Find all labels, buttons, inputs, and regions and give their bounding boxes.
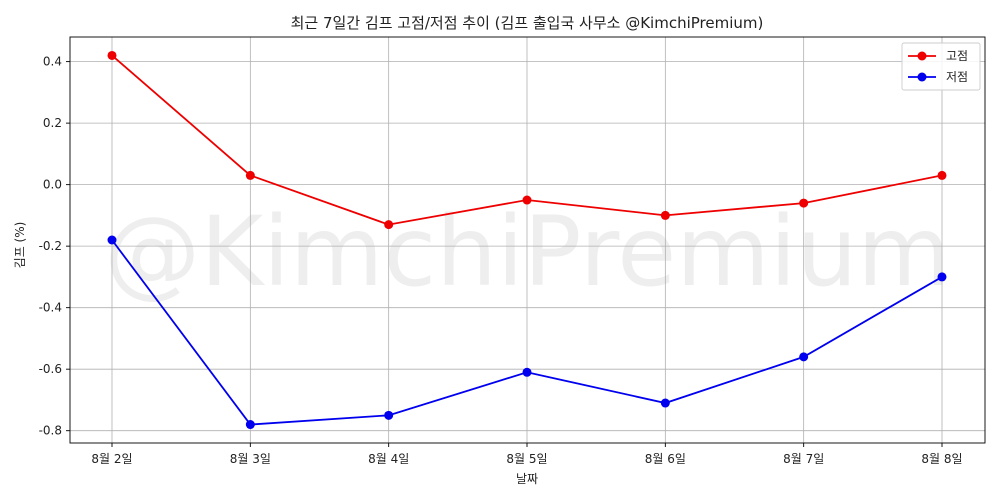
data-point <box>107 50 117 60</box>
x-tick-label: 8월 4일 <box>368 452 409 466</box>
data-point <box>937 170 947 180</box>
y-tick-label: -0.4 <box>39 301 62 315</box>
x-tick-label: 8월 7일 <box>783 452 824 466</box>
x-axis-label: 날짜 <box>516 472 538 486</box>
y-tick-label: 0.4 <box>43 55 62 69</box>
x-tick-label: 8월 3일 <box>230 452 271 466</box>
watermark-text: @KimchiPremium <box>104 196 951 308</box>
plot-frame <box>69 36 986 444</box>
legend-marker <box>917 51 927 61</box>
chart-title: 최근 7일간 김프 고점/저점 추이 (김프 출입국 사무소 @KimchiPr… <box>291 14 764 32</box>
y-tick-label: 0.0 <box>43 178 62 192</box>
x-tick-label: 8월 5일 <box>506 452 547 466</box>
data-point <box>799 198 809 208</box>
legend-box <box>901 42 981 91</box>
y-tick-label: 0.2 <box>43 116 62 130</box>
legend-marker <box>917 72 927 82</box>
data-point <box>937 272 947 282</box>
plot-area: @KimchiPremium 8월 2일 8월 3일 8월 4일 8월 5일 8월 6일 8… <box>39 36 986 466</box>
legend-label: 고점 <box>946 49 968 63</box>
x-tick-label: 8월 2일 <box>91 452 132 466</box>
y-axis-label: 김프 (%) <box>13 222 27 269</box>
y-tick-label: -0.2 <box>39 239 62 253</box>
data-point <box>245 420 255 430</box>
legend-label: 저점 <box>946 70 968 84</box>
data-point <box>799 352 809 362</box>
data-point <box>245 170 255 180</box>
x-tick-label: 8월 6일 <box>645 452 686 466</box>
y-tick-label: -0.8 <box>39 424 62 438</box>
data-point <box>107 235 117 245</box>
y-tick-label: -0.6 <box>39 362 62 376</box>
data-point <box>660 398 670 408</box>
data-point <box>522 195 532 205</box>
data-point <box>660 210 670 220</box>
data-point <box>384 220 394 230</box>
x-tick-label: 8월 8일 <box>921 452 962 466</box>
data-point <box>522 367 532 377</box>
data-point <box>384 410 394 420</box>
